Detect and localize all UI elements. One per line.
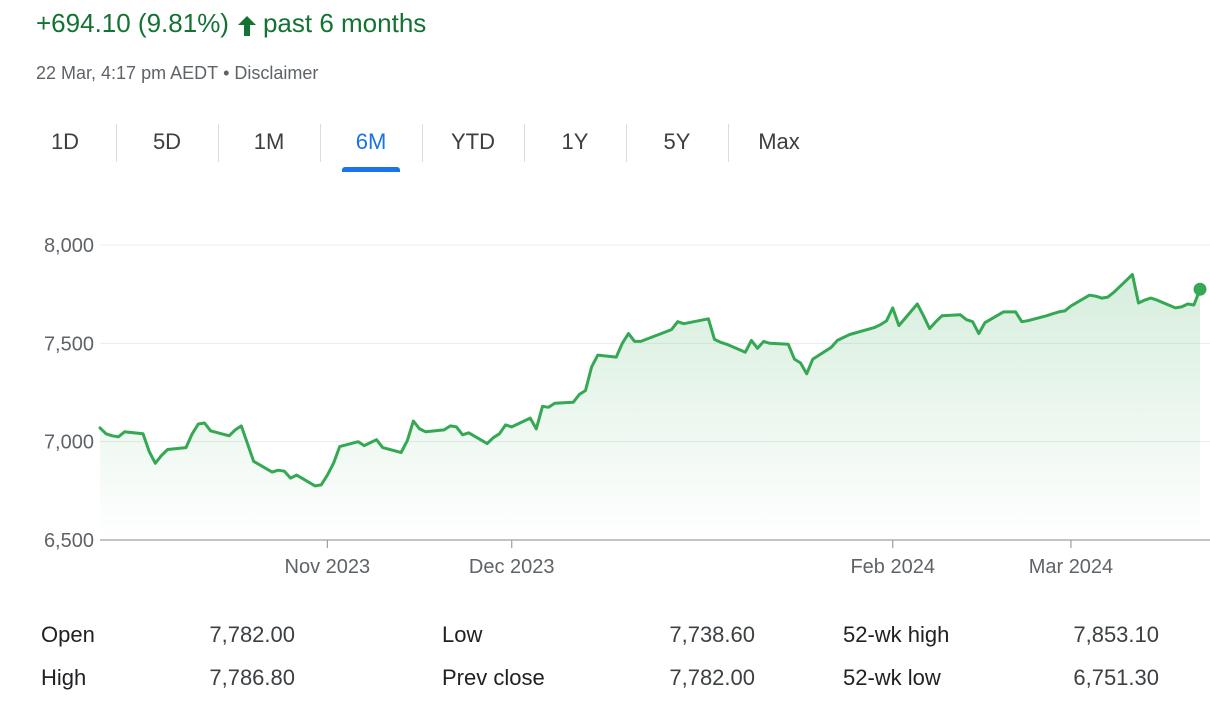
separator-dot: • — [223, 63, 230, 83]
y-tick-label: 8,000 — [44, 235, 94, 257]
area-fill — [100, 274, 1200, 540]
range-tab-5d[interactable]: 5D — [116, 120, 218, 164]
stat-label: 52-wk low — [843, 665, 941, 690]
stats-table: Open 7,782.00 High 7,786.80 Low 7,738.60 Prev … — [0, 612, 1210, 702]
stat-label: Prev close — [442, 665, 545, 690]
stat-label: Low — [442, 622, 483, 647]
range-tab-1m[interactable]: 1M — [218, 120, 320, 164]
stat-label: High — [41, 665, 87, 690]
latest-price-dot[interactable] — [1193, 282, 1207, 296]
y-tick-label: 7,000 — [44, 432, 94, 454]
stat-value: 7,782.00 — [669, 665, 755, 690]
y-tick-label: 7,500 — [44, 333, 94, 355]
range-tab-5y[interactable]: 5Y — [626, 120, 728, 164]
disclaimer-link[interactable]: Disclaimer — [234, 63, 319, 83]
time-range-tabs: 1D 5D 1M 6M YTD 1Y 5Y Max — [14, 120, 830, 172]
stat-value: 7,782.00 — [209, 622, 295, 647]
stat-value: 6,751.30 — [1073, 665, 1159, 690]
x-tick-label: Feb 2024 — [850, 556, 935, 578]
price-change-value: +694.10 (9.81%) — [36, 8, 229, 38]
stat-value: 7,853.10 — [1073, 622, 1159, 647]
timestamp-text: 22 Mar, 4:17 pm AEDT — [36, 63, 219, 83]
quote-timestamp: 22 Mar, 4:17 pm AEDT • Disclaimer — [36, 63, 318, 84]
range-tab-ytd[interactable]: YTD — [422, 120, 524, 164]
y-tick-label: 6,500 — [44, 530, 94, 552]
x-tick-label: Nov 2023 — [285, 556, 371, 578]
range-tab-1d[interactable]: 1D — [50, 129, 80, 154]
range-tab-max[interactable]: Max — [728, 120, 830, 164]
price-line — [98, 273, 1202, 488]
stat-label: Open — [41, 622, 95, 647]
x-tick-label: Mar 2024 — [1029, 556, 1114, 578]
arrow-up-icon — [237, 13, 257, 36]
range-tab-1y[interactable]: 1Y — [524, 120, 626, 164]
stat-value: 7,738.60 — [669, 622, 755, 647]
stat-label: 52-wk high — [843, 622, 950, 647]
price-change-summary: +694.10 (9.81%) past 6 months — [36, 8, 426, 39]
price-chart: 8,000 7,500 7,000 6,500 Nov 2023 Dec 2023 Feb … — [44, 235, 1210, 578]
x-tick-label: Dec 2023 — [469, 556, 555, 578]
range-tab-6m[interactable]: 6M — [320, 120, 422, 172]
price-change-period: past 6 months — [262, 8, 427, 38]
stat-value: 7,786.80 — [209, 665, 295, 690]
